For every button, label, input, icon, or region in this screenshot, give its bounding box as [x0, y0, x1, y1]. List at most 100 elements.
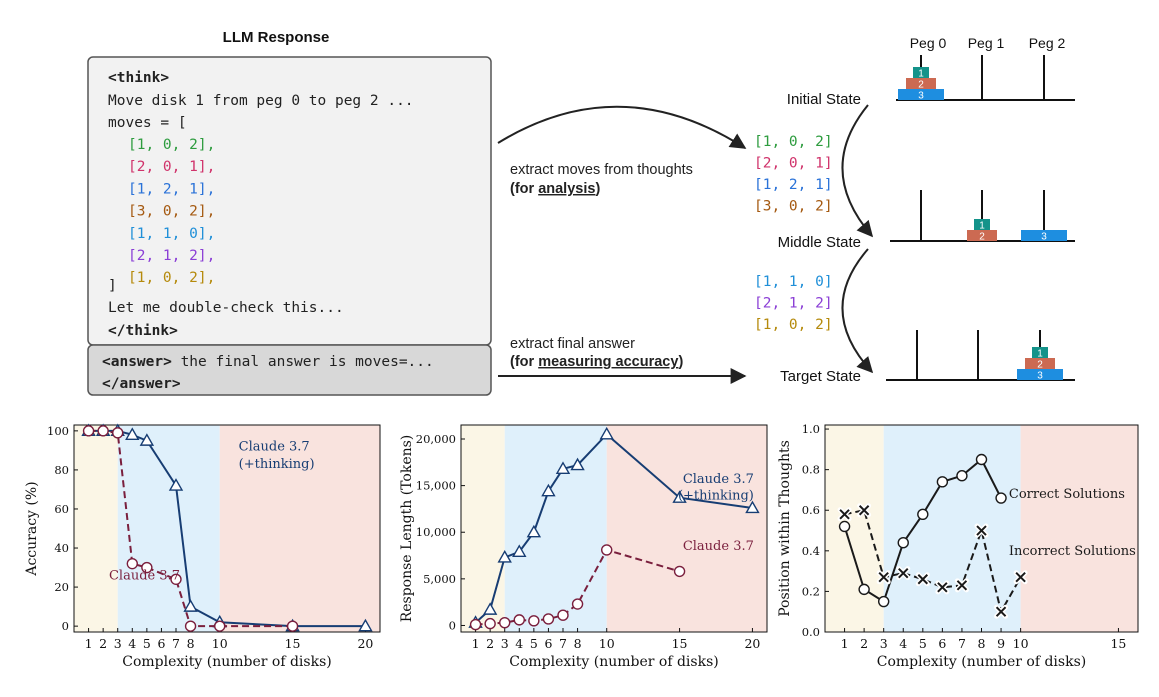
chart-region-1: [883, 425, 1021, 632]
data-point-0-1: [858, 583, 870, 596]
peg-1-label: Peg 1: [968, 35, 1005, 51]
x-tick-label: 20: [357, 636, 373, 651]
middle-disk-label-2: 2: [979, 232, 985, 243]
chart-region-2: [606, 425, 767, 632]
target-disk-label-1: 1: [1037, 349, 1043, 360]
data-point-0-3: [512, 544, 527, 558]
x-tick-label: 8: [574, 636, 582, 651]
x-tick-label: 2: [486, 636, 494, 651]
y-tick-label: 10,000: [416, 525, 456, 539]
data-point-1-3: [126, 557, 138, 570]
chart-region-1: [504, 425, 607, 632]
answer-open-tag: <answer>: [102, 354, 172, 370]
extracted-move-4: [1, 1, 0]: [754, 274, 833, 290]
data-point-0-5: [168, 478, 184, 491]
x-tick-label: 6: [938, 636, 946, 651]
x-tick-label: 10: [1013, 636, 1029, 651]
data-point-1-5: [542, 613, 555, 625]
answer-caption: extract final answer: [510, 336, 635, 352]
x-tick-label: 20: [744, 636, 760, 651]
data-point-1-2: [499, 616, 511, 629]
data-point-1-7: [214, 620, 226, 632]
chart-frame: [460, 424, 768, 633]
moves-open: moves = [: [108, 115, 187, 131]
series-label: (+thinking): [678, 489, 754, 504]
data-point-1-8: [601, 544, 613, 556]
state-arrow-1: [841, 104, 874, 238]
initial-disk-1: [913, 67, 929, 78]
thoughts-purpose: (for analysis): [510, 181, 600, 197]
response-length-chart: 1 2 3 4 5 6 7 8 10 15 20 0 5,000 10,000 15,000 20,000 Co…: [399, 424, 768, 670]
extracted-move-0: [1, 0, 2]: [754, 134, 833, 150]
data-point-1-8: [286, 620, 299, 632]
data-point-0-9: [672, 490, 687, 503]
x-tick-label: 8: [978, 636, 986, 651]
response-title: LLM Response: [223, 29, 330, 46]
data-point-1-3: [513, 614, 525, 626]
x-tick-label: 10: [212, 636, 228, 651]
chart-region-0: [74, 425, 118, 632]
answer-box: [87, 344, 492, 396]
moves-list: [1, 0, 2], [2, 0, 1], [1, 2, 1], [3, 0, 2],…: [128, 137, 215, 286]
x-tick-label: 15: [285, 636, 301, 651]
y-tick-label: 0.8: [802, 463, 820, 477]
data-point-1-7: [976, 525, 987, 536]
x-tick-label: 4: [128, 636, 136, 651]
chart-region-0: [461, 425, 505, 632]
middle-disk-label-3: 3: [1041, 232, 1047, 243]
answer-purpose: (for measuring accuracy): [510, 354, 683, 370]
data-point-1-4: [528, 615, 540, 627]
middle-disk-label-1: 1: [979, 221, 985, 232]
target-disk-label-3: 3: [1037, 371, 1043, 382]
accuracy-chart: 1 2 3 4 5 6 7 8 10 15 20 0 20 40 60 80 100 Complexity (nu…: [24, 423, 381, 670]
think-open-tag: <think>: [108, 70, 169, 86]
data-point-1-7: [571, 598, 584, 610]
x-axis-title: Complexity (number of disks): [122, 654, 331, 670]
x-tick-label: 3: [501, 636, 509, 651]
series-line-0: [88, 429, 366, 628]
data-point-0-3: [125, 427, 140, 440]
series-label: Claude 3.7: [683, 539, 754, 554]
move-line-5: [2, 1, 2],: [128, 248, 215, 264]
data-point-1-3: [898, 567, 909, 579]
data-point-0-2: [497, 549, 512, 563]
data-point-0-7: [975, 453, 988, 466]
data-point-1-4: [917, 574, 929, 585]
data-point-0-6: [956, 470, 968, 482]
state-arrow-2: [841, 248, 874, 374]
answer-text: the final answer is moves=...: [172, 354, 434, 370]
series-line-1: [475, 548, 680, 626]
chart-frame: [73, 424, 381, 633]
series-line-1: [844, 509, 1022, 615]
move-line-2: [1, 2, 1],: [128, 181, 215, 197]
series-label: Claude 3.7: [109, 568, 180, 583]
data-point-1-4: [141, 561, 153, 574]
x-tick-label: 5: [919, 636, 927, 651]
x-tick-label: 3: [880, 636, 888, 651]
data-point-0-5: [936, 476, 949, 488]
y-tick-label: 0.4: [802, 544, 820, 558]
series-label: (+thinking): [239, 457, 315, 472]
y-tick-label: 0.0: [802, 625, 820, 639]
y-axis-title: Position within Thoughts: [777, 440, 793, 617]
move-line-1: [2, 0, 1],: [128, 159, 215, 175]
data-point-1-9: [1015, 571, 1026, 583]
extracted-move-2: [1, 2, 1]: [754, 177, 833, 193]
first-line: Move disk 1 from peg 0 to peg 2 ...: [108, 93, 414, 109]
data-point-0-1: [482, 602, 498, 615]
series-label: Claude 3.7: [683, 472, 754, 487]
data-point-0-4: [526, 524, 542, 538]
target-disk-label-2: 2: [1037, 360, 1043, 371]
data-point-0-4: [139, 433, 155, 446]
middle-state-label: Middle State: [778, 234, 861, 251]
chart-region-2: [1020, 425, 1138, 632]
data-point-0-6: [555, 461, 571, 475]
y-tick-label: 20,000: [416, 432, 456, 446]
x-tick-label: 4: [515, 636, 523, 651]
y-tick-label: 5,000: [423, 572, 456, 586]
initial-disk-label-1: 1: [918, 69, 924, 80]
chart-region-0: [825, 425, 884, 632]
x-tick-label: 6: [157, 636, 165, 651]
y-axis-title: Accuracy (%): [24, 481, 40, 576]
